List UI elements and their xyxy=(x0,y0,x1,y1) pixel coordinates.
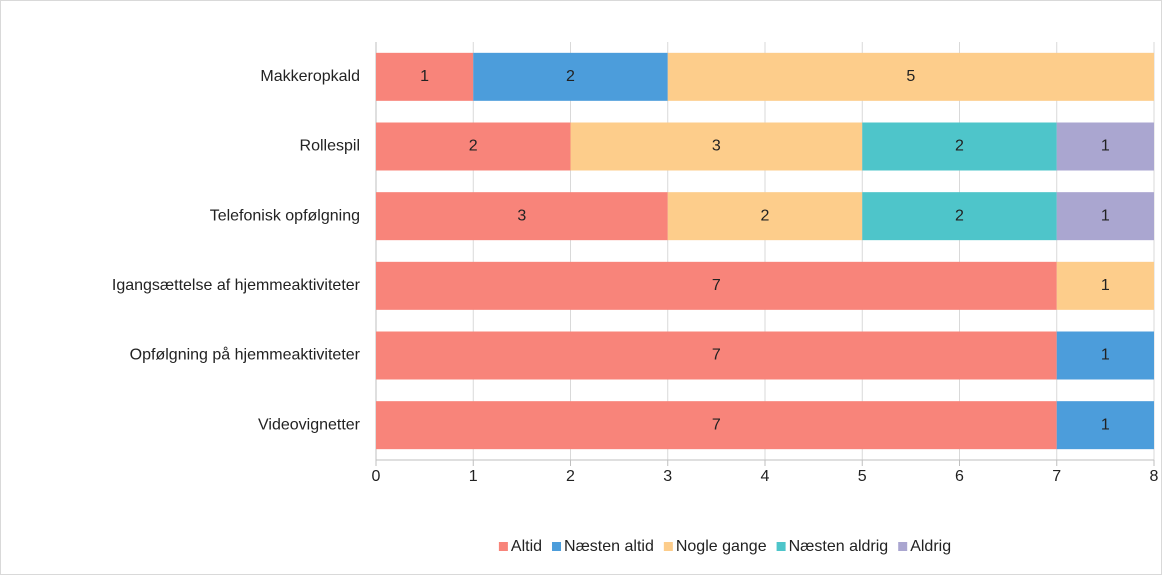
data-label: 7 xyxy=(712,277,721,294)
legend-label: Aldrig xyxy=(910,538,951,555)
bar-segment xyxy=(667,52,1154,101)
bar-segment xyxy=(667,192,863,241)
data-label: 1 xyxy=(1101,416,1110,433)
y-tick-label: Telefonisk opfølgning xyxy=(210,207,360,224)
data-label: 1 xyxy=(1101,138,1110,155)
bar-segment xyxy=(862,192,1057,241)
data-label: 5 xyxy=(906,68,915,85)
x-tick-label: 7 xyxy=(1052,468,1061,485)
x-tick-label: 3 xyxy=(663,468,672,485)
bar-segment xyxy=(1056,122,1154,171)
data-label: 2 xyxy=(469,138,478,155)
bar-segment xyxy=(376,331,1057,380)
bar-segment xyxy=(1056,401,1154,450)
legend-swatch xyxy=(498,542,508,551)
x-tick-label: 5 xyxy=(858,468,867,485)
x-tick-label: 1 xyxy=(469,468,478,485)
y-tick-label: Igangsættelse af hjemmeaktiviteter xyxy=(112,277,361,294)
x-tick-label: 0 xyxy=(372,468,381,485)
bar-segment xyxy=(376,192,668,241)
data-label: 7 xyxy=(712,347,721,364)
legend-swatch xyxy=(776,542,786,551)
legend-label: Næsten altid xyxy=(564,538,654,555)
bar-segment xyxy=(376,122,571,171)
data-label: 1 xyxy=(1101,207,1110,224)
data-label: 1 xyxy=(420,68,429,85)
bar-segment xyxy=(1056,331,1154,380)
legend-swatch xyxy=(552,542,562,551)
legend-label: Nogle gange xyxy=(676,538,767,555)
y-tick-label: Makkeropkald xyxy=(260,68,360,85)
legend-label: Næsten aldrig xyxy=(789,538,889,555)
legend-label: Altid xyxy=(511,538,542,555)
x-tick-label: 6 xyxy=(955,468,964,485)
x-tick-label: 4 xyxy=(761,468,770,485)
bar-segment xyxy=(376,261,1057,310)
data-label: 1 xyxy=(1101,347,1110,364)
data-label: 3 xyxy=(712,138,721,155)
x-tick-label: 2 xyxy=(566,468,575,485)
data-label: 2 xyxy=(955,138,964,155)
data-label: 2 xyxy=(955,207,964,224)
y-tick-label: Rollespil xyxy=(300,138,360,155)
bar-segment xyxy=(376,52,474,101)
bar-segment xyxy=(1056,261,1154,310)
y-tick-label: Videovignetter xyxy=(258,416,361,433)
data-label: 2 xyxy=(566,68,575,85)
data-label: 1 xyxy=(1101,277,1110,294)
data-label: 3 xyxy=(517,207,526,224)
bar-segment xyxy=(570,122,863,171)
y-tick-label: Opfølgning på hjemmeaktiviteter xyxy=(130,346,361,364)
data-label: 7 xyxy=(712,416,721,433)
bar-segment xyxy=(862,122,1057,171)
x-tick-label: 8 xyxy=(1150,468,1159,485)
legend-swatch xyxy=(663,542,673,551)
data-label: 2 xyxy=(761,207,770,224)
bar-segment xyxy=(376,401,1057,450)
legend-swatch xyxy=(898,542,908,551)
bar-segment xyxy=(473,52,668,101)
bar-segment xyxy=(1056,192,1154,241)
